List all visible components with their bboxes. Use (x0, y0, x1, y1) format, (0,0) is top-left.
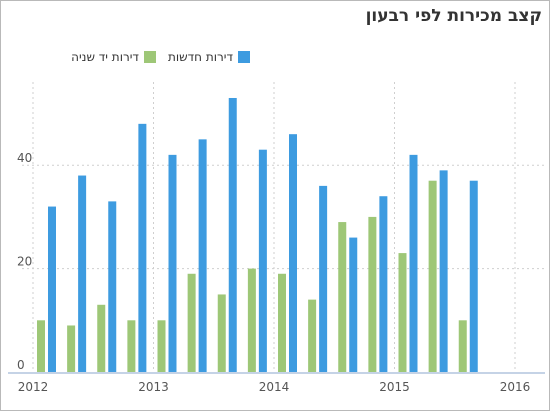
bar-new-10 (349, 237, 358, 372)
bar-new-6 (228, 97, 237, 373)
bar-used-10 (338, 222, 347, 372)
bar-used-6 (217, 294, 226, 372)
bar-used-8 (278, 273, 286, 372)
chart-legend: דירות חדשות דירות יד שניה (59, 50, 250, 64)
bar-used-9 (308, 299, 317, 372)
bar-used-4 (157, 320, 166, 372)
bar-used-12 (398, 253, 407, 372)
legend-swatch-new (238, 51, 250, 63)
bar-new-5 (198, 139, 207, 372)
bar-used-3 (127, 320, 136, 372)
bar-new-8 (289, 134, 297, 372)
legend-swatch-used (143, 51, 156, 63)
y-tick-label-2: 40 (17, 151, 32, 165)
bar-used-0 (37, 320, 45, 372)
bar-new-12 (409, 154, 418, 372)
legend-item-used[interactable]: דירות יד שניה (71, 50, 156, 64)
chart-title: קצב מכירות לפי רבעון (365, 6, 542, 26)
bar-new-3 (138, 123, 147, 372)
bar-used-2 (97, 304, 106, 372)
bar-new-13 (439, 170, 448, 372)
y-tick-label-1: 20 (17, 255, 32, 269)
y-tick-label-0: 0 (17, 358, 25, 372)
bar-used-5 (187, 273, 196, 372)
legend-label-used: דירות יד שניה (71, 50, 139, 64)
bar-new-0 (48, 206, 56, 372)
bar-new-11 (379, 196, 388, 372)
bar-new-4 (168, 154, 177, 372)
x-tick-label-1: 2013 (138, 380, 169, 394)
x-tick-label-3: 2015 (379, 380, 410, 394)
bar-used-13 (428, 180, 437, 372)
bar-new-9 (319, 185, 328, 372)
bar-new-2 (108, 201, 117, 372)
bar-new-14 (469, 180, 478, 372)
bar-used-14 (458, 320, 467, 372)
bar-used-1 (67, 325, 76, 372)
bar-used-11 (368, 216, 377, 372)
legend-label-new: דירות חדשות (167, 50, 233, 64)
bar-used-7 (247, 268, 256, 372)
x-tick-label-4: 2016 (500, 380, 531, 394)
bar-new-1 (78, 175, 87, 372)
x-tick-label-2: 2014 (259, 380, 290, 394)
bar-new-7 (258, 149, 267, 372)
legend-item-new[interactable]: דירות חדשות (168, 50, 250, 64)
x-tick-label-0: 2012 (18, 380, 49, 394)
